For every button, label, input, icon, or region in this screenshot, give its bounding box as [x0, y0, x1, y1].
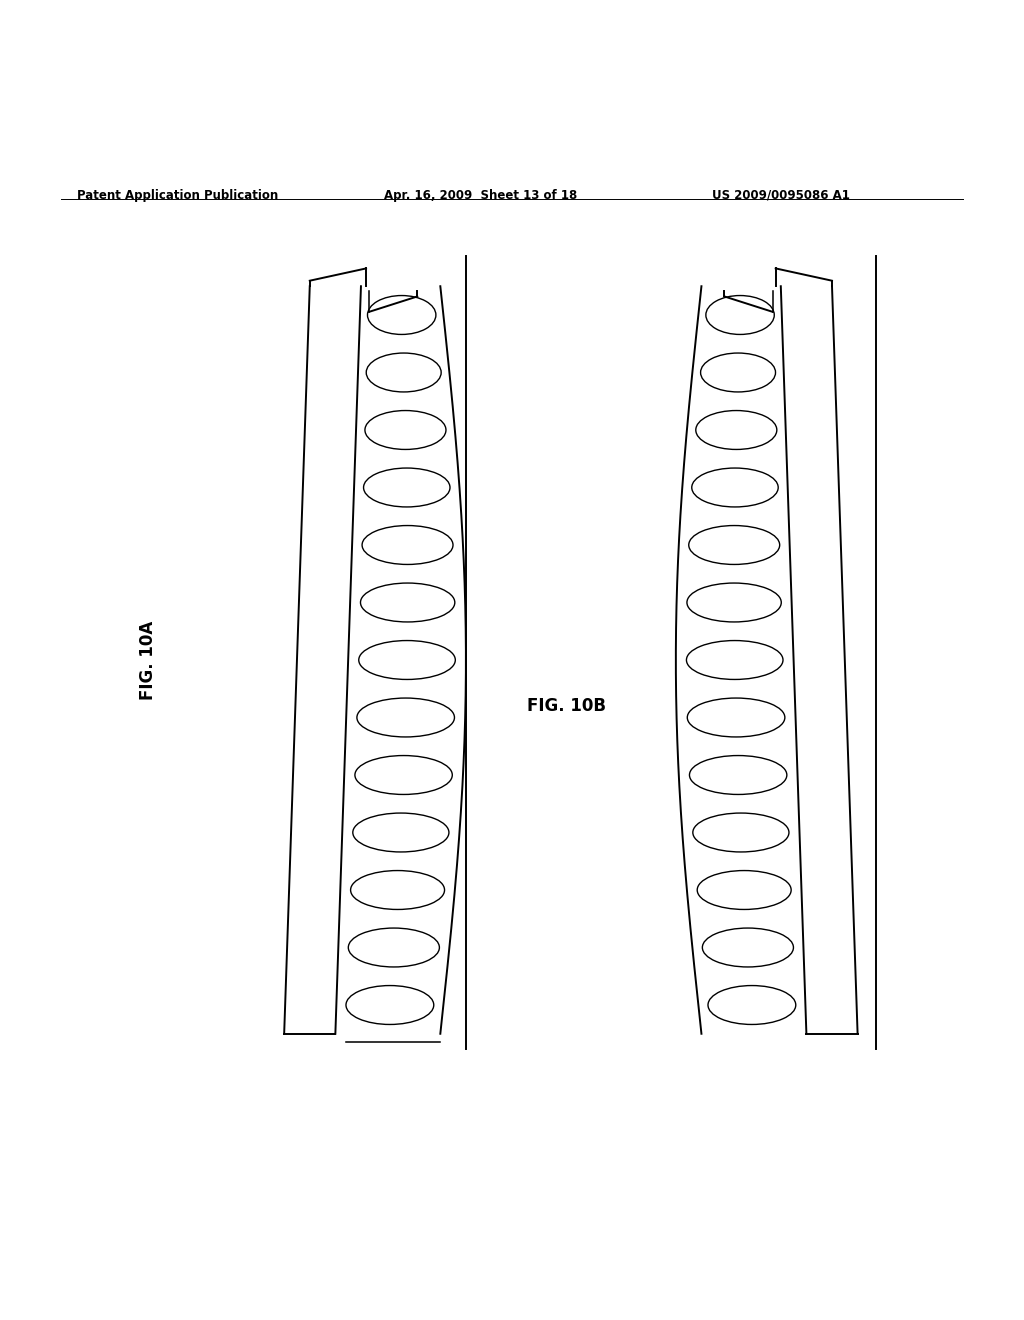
Text: Apr. 16, 2009  Sheet 13 of 18: Apr. 16, 2009 Sheet 13 of 18 [384, 189, 578, 202]
Text: FIG. 10A: FIG. 10A [139, 620, 158, 700]
Text: FIG. 10B: FIG. 10B [527, 697, 606, 715]
Text: Patent Application Publication: Patent Application Publication [77, 189, 279, 202]
Text: US 2009/0095086 A1: US 2009/0095086 A1 [712, 189, 850, 202]
